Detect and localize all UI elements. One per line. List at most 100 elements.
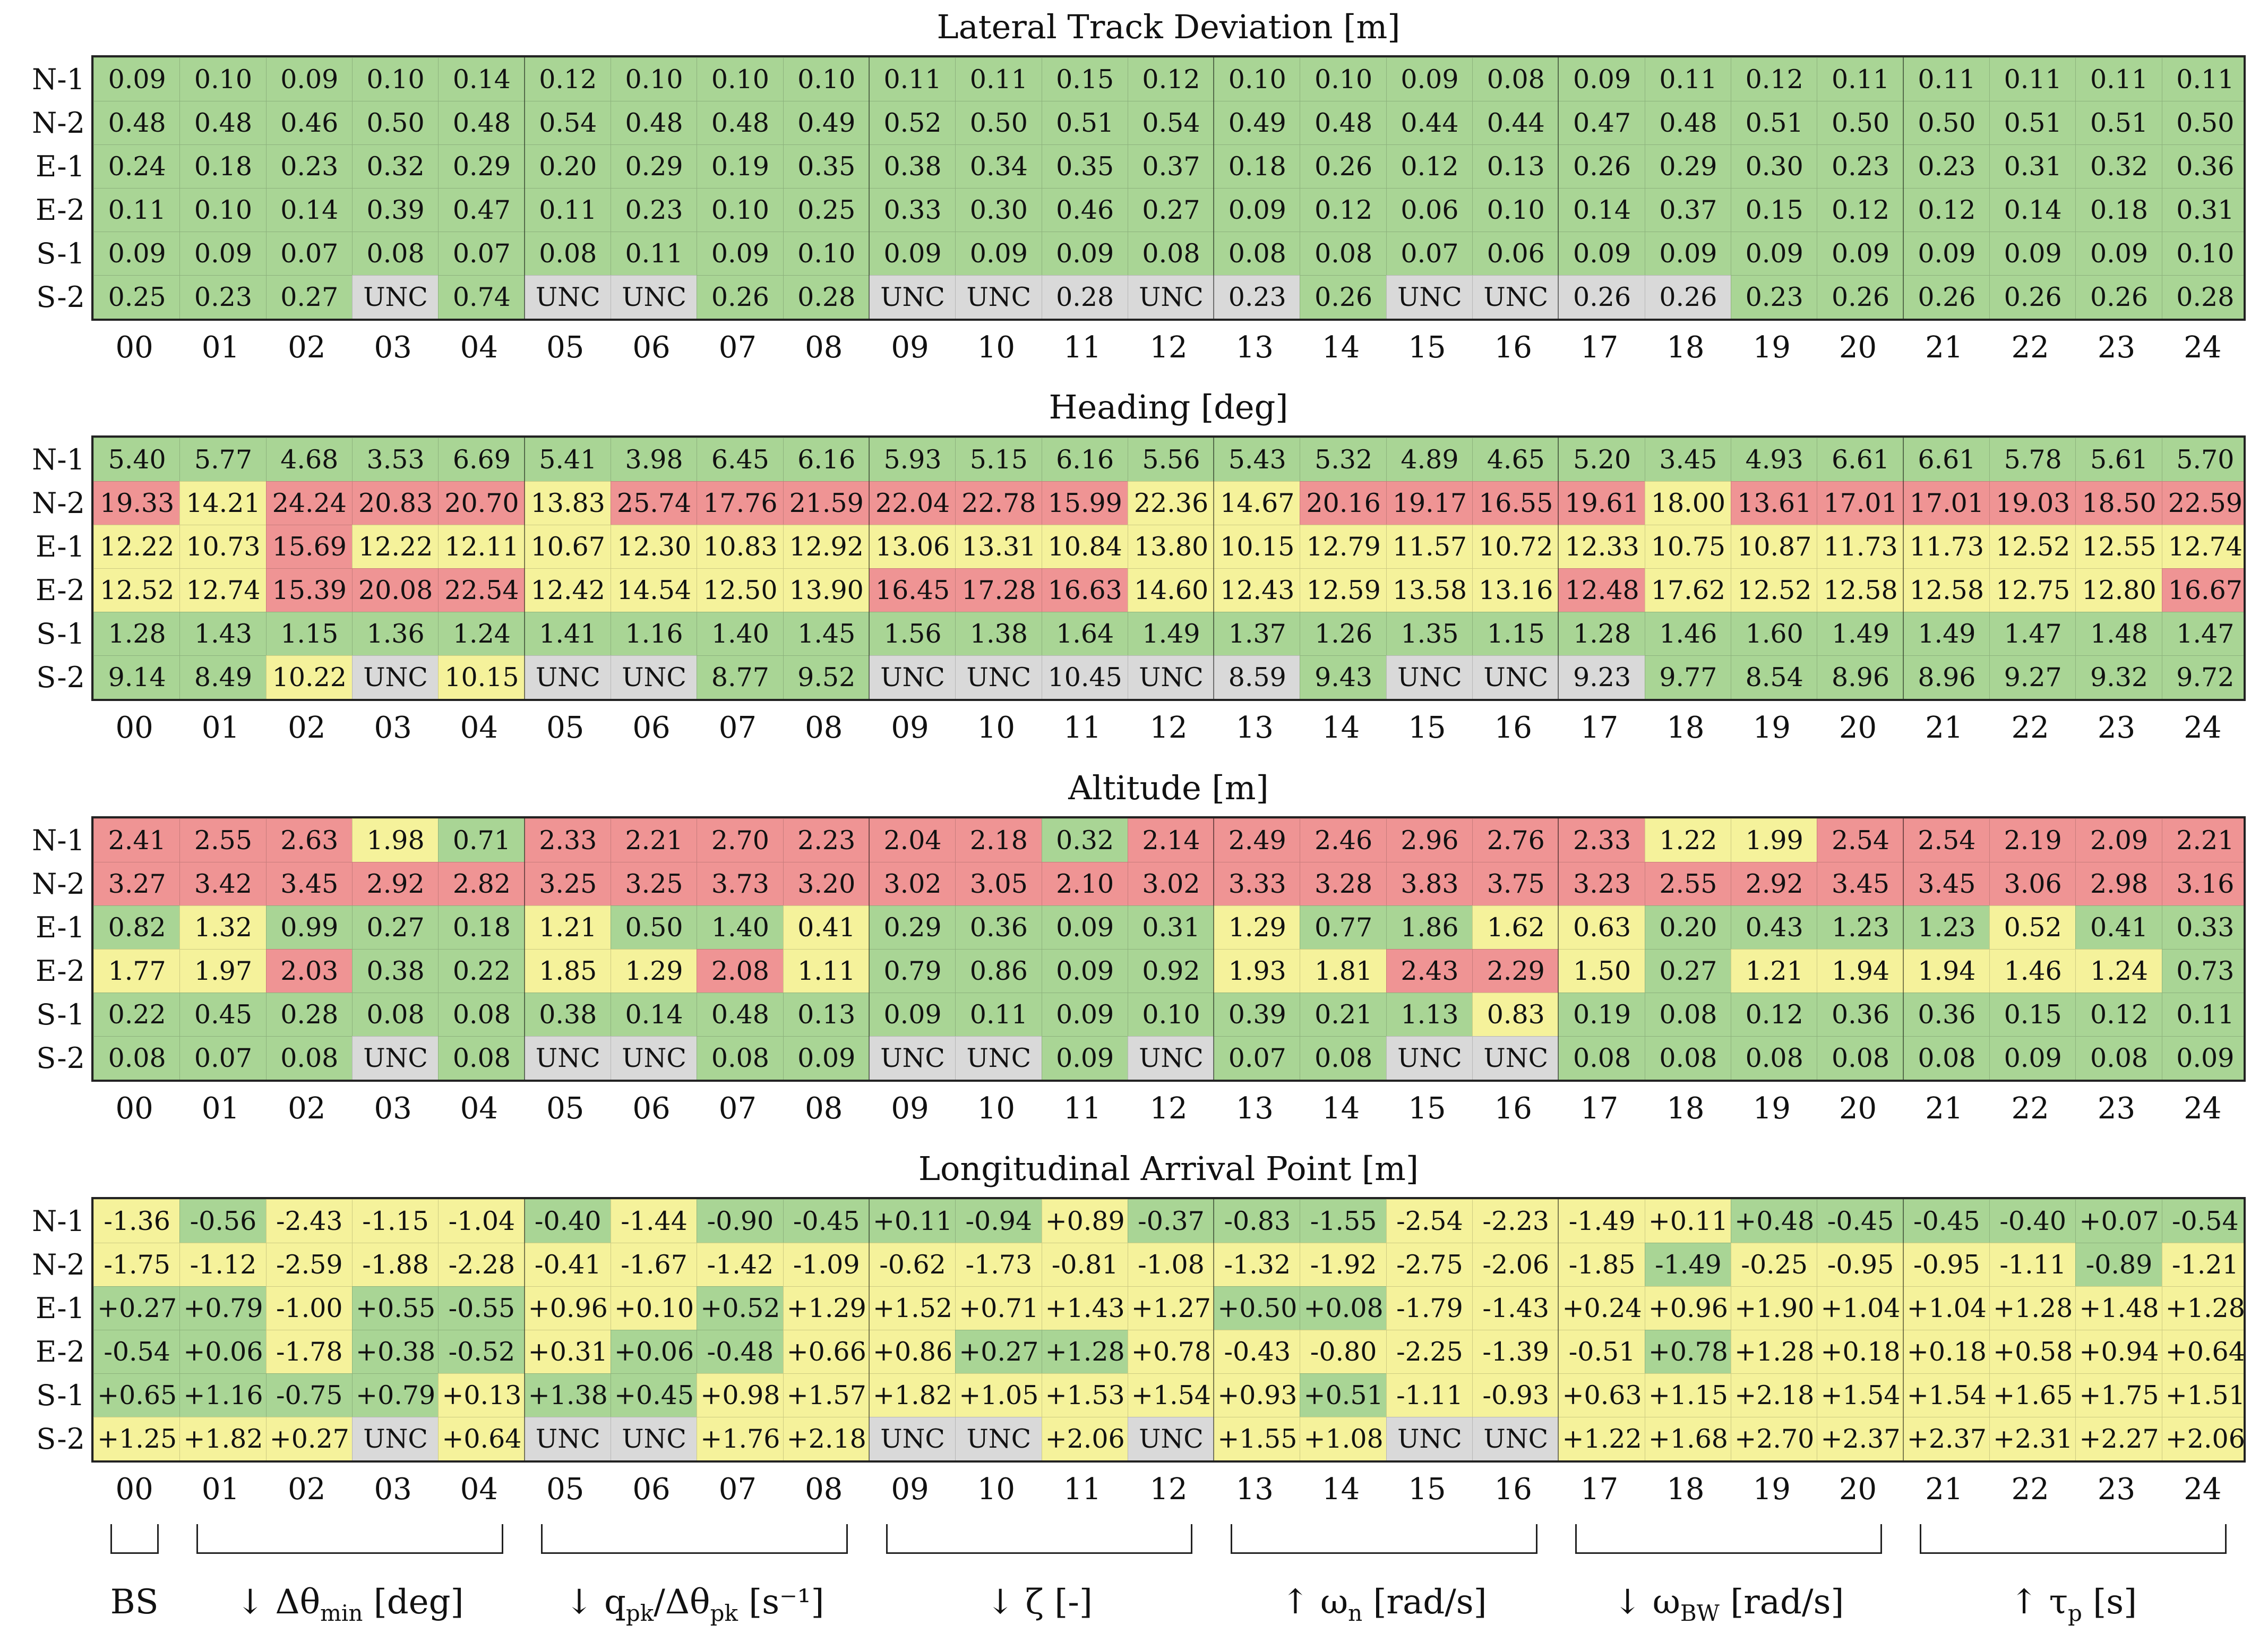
heatmap-cell: 10.45 [1041,655,1128,699]
heatmap-cell: +0.45 [610,1373,698,1417]
row-label: N-2 [32,486,85,520]
heatmap-cell: 2.04 [869,818,956,862]
row-label: S-1 [36,998,85,1031]
heatmap-cell: 0.23 [179,275,267,319]
column-label: 17 [1580,1472,1619,1507]
row-label: S-2 [36,1422,85,1456]
heatmap-cell: -2.06 [1472,1243,1559,1287]
heatmap-cell: 3.06 [1989,862,2076,906]
heatmap-cell: 0.30 [955,188,1042,232]
row-label: E-1 [35,911,85,944]
column-label: 06 [632,1091,671,1126]
heatmap-cell: 20.08 [351,568,439,612]
heatmap-cell: UNC [610,1417,698,1460]
heatmap-cell: +1.28 [1989,1286,2076,1330]
heatmap-cell: 10.87 [1731,525,1818,569]
group-separator [1902,1199,1904,1460]
heatmap-cell: 13.06 [869,525,956,569]
heatmap-cell: 0.37 [1127,144,1215,189]
heatmap-cell: -1.00 [265,1286,353,1330]
heatmap-cell: UNC [524,275,611,319]
group-label-mid: /Δθ [654,1583,710,1622]
heatmap-cell: 0.23 [1214,275,1301,319]
heatmap-cell: 0.06 [1386,188,1473,232]
heatmap-cell: 3.42 [179,862,267,906]
heatmap-cell: 11.73 [1817,525,1904,569]
heatmap-cell: +2.37 [1903,1417,1990,1460]
heatmap-cell: +2.70 [1731,1417,1818,1460]
column-label: 14 [1321,1091,1360,1126]
heatmap-cell: -0.62 [869,1243,956,1287]
heatmap-cell: 1.50 [1558,949,1645,993]
heatmap-cell: -1.11 [1989,1243,2076,1287]
heatmap-cell: 0.23 [1731,275,1818,319]
heatmap-cell: 17.01 [1817,481,1904,525]
group-label-unit: [rad/s] [1719,1583,1844,1622]
heatmap-cell: -0.81 [1041,1243,1128,1287]
heatmap-cell: +1.27 [1127,1286,1215,1330]
heatmap-cell: UNC [1127,1036,1215,1080]
heatmap-cell: 0.77 [1300,905,1387,950]
heatmap-cell: 5.20 [1558,438,1645,482]
column-label: 24 [2184,1472,2222,1507]
heatmap-cell: +0.78 [1127,1330,1215,1374]
heatmap-cell: 0.13 [1472,144,1559,189]
column-label: 14 [1321,711,1360,745]
heatmap-cell: 0.26 [1300,275,1387,319]
heatmap-cell: 0.50 [955,101,1042,145]
heatmap-cell: +0.18 [1903,1330,1990,1374]
heatmap-cell: 0.08 [1300,232,1387,276]
heatmap-cell: 1.26 [1300,612,1387,656]
heatmap-cell: 12.50 [697,568,784,612]
heatmap-cell: 1.29 [610,949,698,993]
heatmap-cell: UNC [1472,1036,1559,1080]
heatmap-cell: 5.70 [2161,438,2244,482]
heatmap-cell: 0.14 [438,57,525,101]
heatmap-cell: 0.10 [351,57,439,101]
group-separator [868,438,870,699]
heatmap-cell: 0.23 [610,188,698,232]
heatmap-cell: +1.15 [1644,1373,1732,1417]
heatmap-cell: 0.54 [524,101,611,145]
heatmap-cell: 0.14 [1989,188,2076,232]
column-label: 06 [632,1472,671,1507]
heatmap-cell: 0.63 [1558,905,1645,950]
heatmap-cell: +0.13 [438,1373,525,1417]
heatmap-cell: 17.01 [1903,481,1990,525]
heatmap-cell: 0.09 [1041,1036,1128,1080]
heatmap-cell: 1.85 [524,949,611,993]
heatmap-cell: UNC [610,275,698,319]
column-label: 23 [2097,330,2136,365]
heatmap-cell: +1.08 [1300,1417,1387,1460]
heatmap-cell: 0.08 [1300,1036,1387,1080]
heatmap-cell: +0.64 [2161,1330,2244,1374]
heatmap-cell: 2.92 [1731,862,1818,906]
column-label: 03 [374,1091,412,1126]
column-label: 00 [115,330,153,365]
heatmap-grid: 5.40 5.77 4.68 3.53 6.69 5.41 3.98 6.45 6.16 5.93… [91,435,2246,701]
heatmap-cell: 0.39 [351,188,439,232]
column-label: 07 [718,330,757,365]
heatmap-cell: 3.27 [93,862,181,906]
heatmap-cell: 9.27 [1989,655,2076,699]
heatmap-cell: 12.52 [1989,525,2076,569]
heatmap-cell: 2.33 [524,818,611,862]
heatmap-cell: 12.80 [2075,568,2162,612]
heatmap-cell: 0.29 [869,905,956,950]
heatmap-cell: -1.21 [2161,1243,2244,1287]
heatmap-cell: +0.96 [524,1286,611,1330]
heatmap-cell: 6.16 [1041,438,1128,482]
heatmap-cell: 20.70 [438,481,525,525]
row-label: E-2 [35,1335,85,1369]
heatmap-cell: 1.64 [1041,612,1128,656]
heatmap-cell: 0.06 [1472,232,1559,276]
heatmap-cell: 12.58 [1903,568,1990,612]
heatmap-cell: -0.40 [524,1199,611,1243]
heatmap-cell: 6.61 [1903,438,1990,482]
heatmap-cell: +1.54 [1903,1373,1990,1417]
heatmap-cell: 0.48 [697,101,784,145]
column-label: 23 [2097,1091,2136,1126]
heatmap-cell: 1.21 [1731,949,1818,993]
heatmap-cell: 0.11 [1644,57,1732,101]
group-separator [1213,57,1215,319]
